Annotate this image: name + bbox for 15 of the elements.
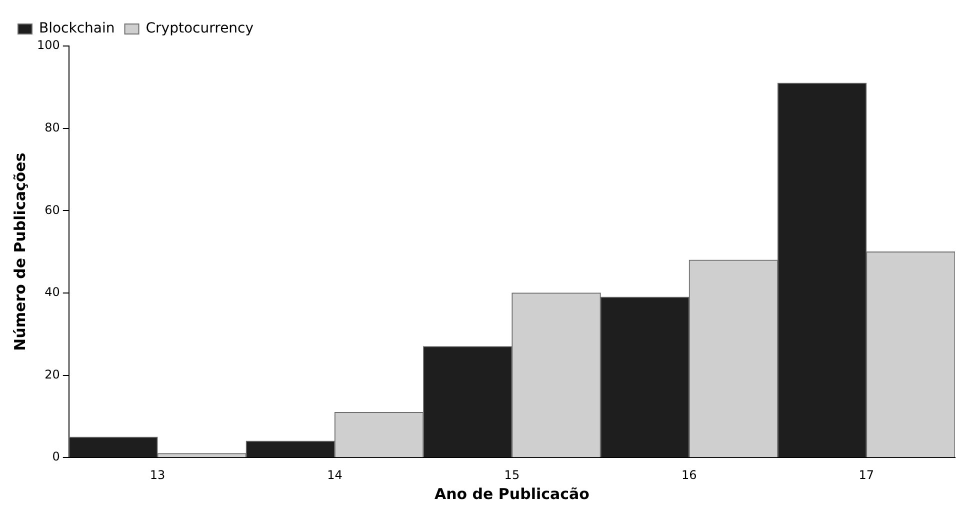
y-tick-label: 80 — [44, 120, 60, 134]
x-tick-label: 13 — [150, 468, 166, 482]
y-tick-label: 40 — [44, 285, 60, 300]
y-tick-label: 100 — [37, 38, 60, 52]
y-tick-label: 20 — [44, 367, 60, 382]
x-tick-label: 16 — [682, 468, 697, 482]
x-tick-label: 17 — [858, 468, 874, 482]
y-tick-label: 60 — [44, 202, 60, 217]
x-axis-title: Ano de Publicacão — [434, 484, 590, 503]
x-tick-label: 15 — [504, 468, 520, 482]
legend-label: Cryptocurrency — [146, 20, 254, 37]
y-tick-label: 0 — [52, 450, 60, 464]
x-tick-label: 14 — [327, 468, 342, 482]
y-axis-title: Número de Publicações — [10, 152, 29, 351]
legend-label: Blockchain — [39, 20, 115, 37]
